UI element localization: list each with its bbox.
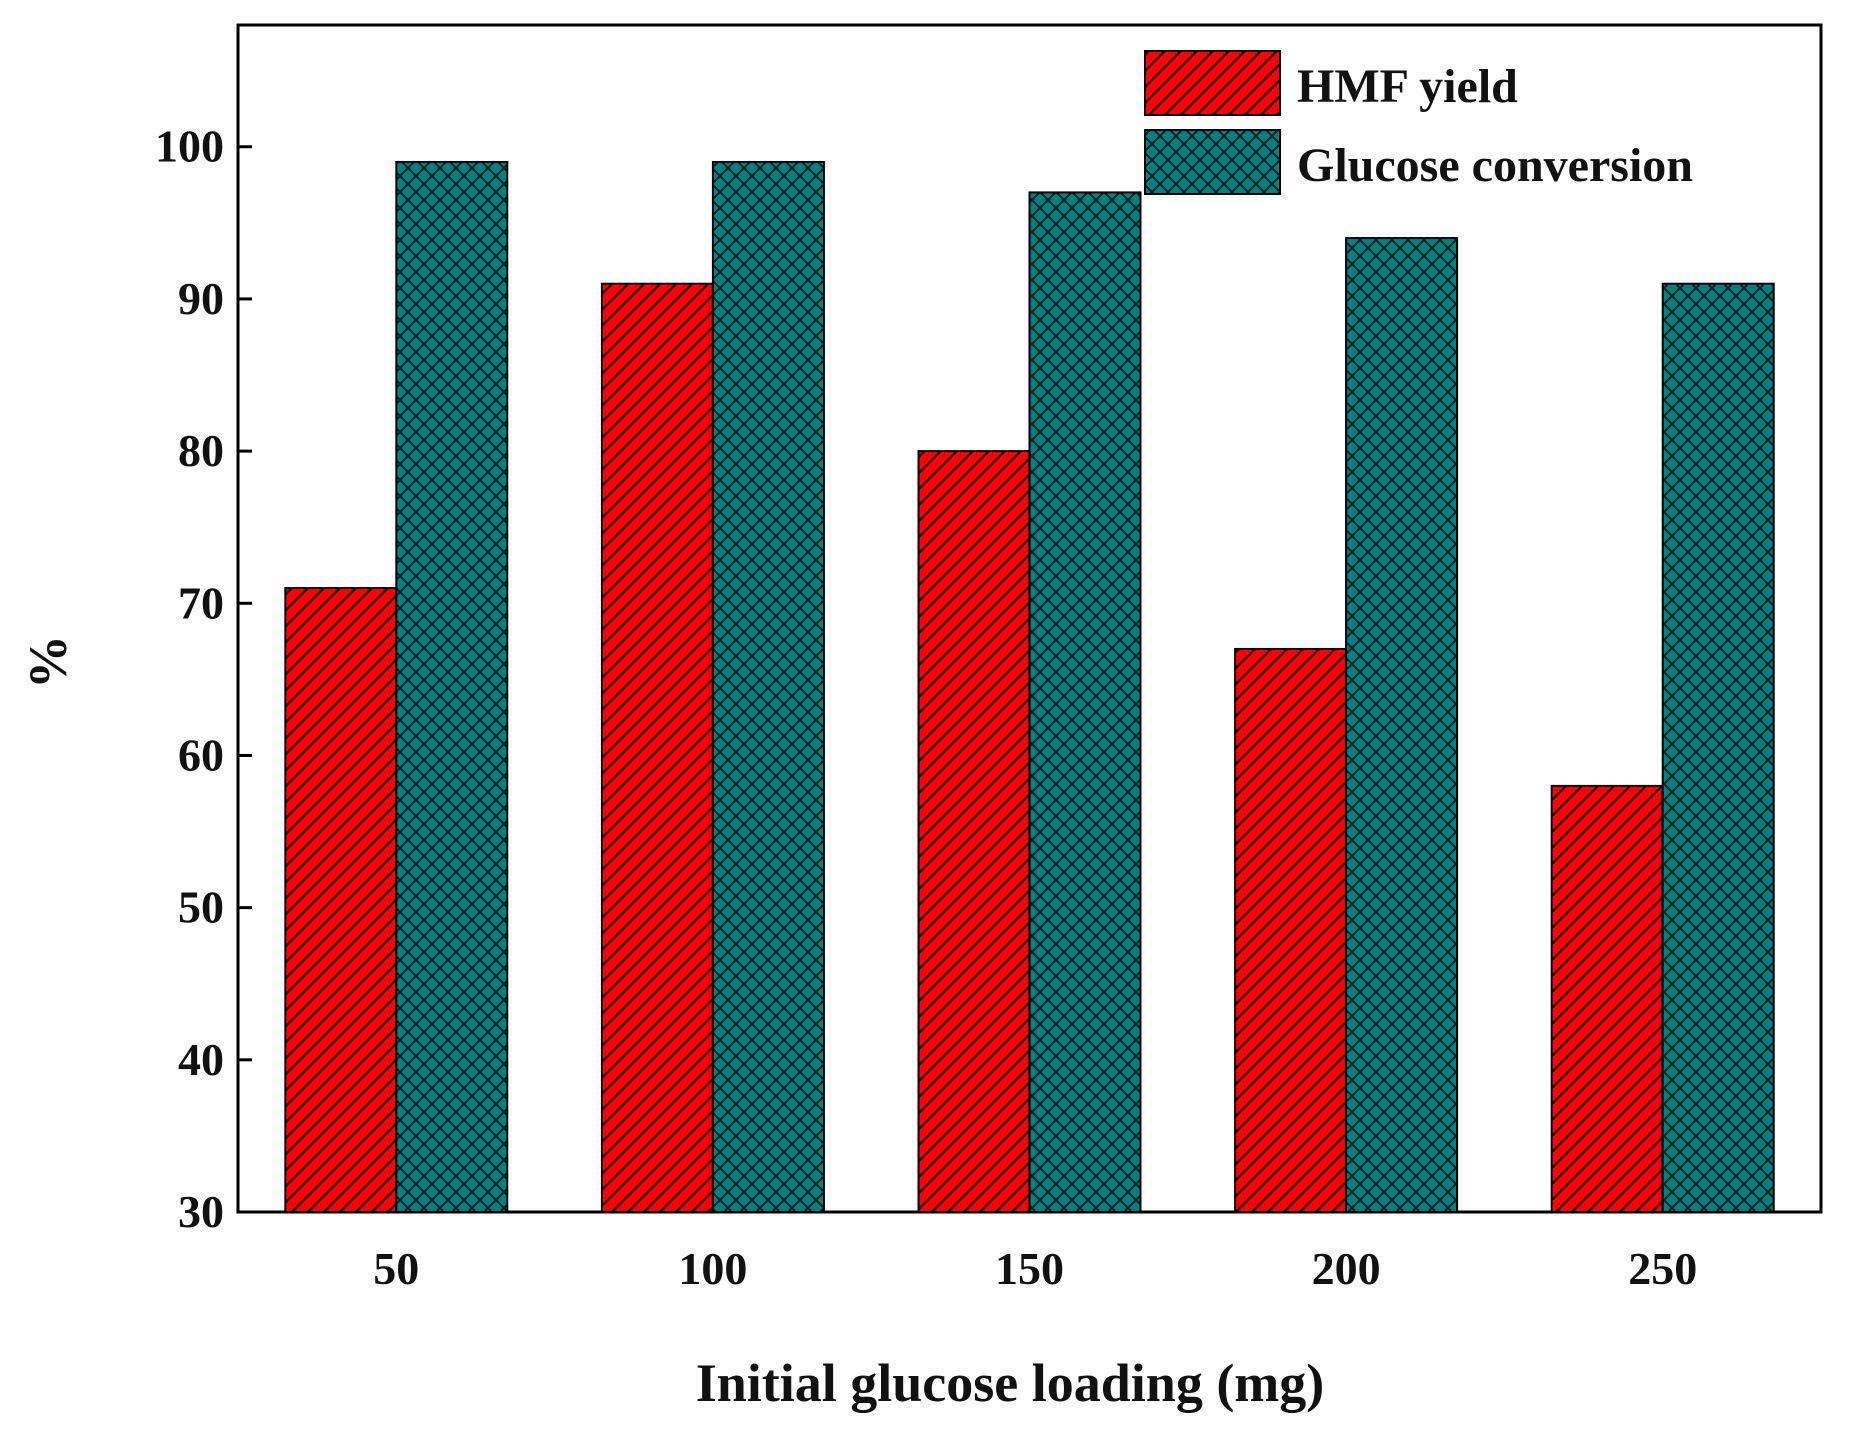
bars [284, 160, 1775, 1214]
y-tick-label: 60 [178, 729, 224, 780]
legend-swatch-glucose-conversion [1144, 129, 1281, 195]
y-tick-label: 100 [155, 121, 224, 172]
y-tick-label: 70 [178, 577, 224, 628]
bar-glucose-conversion-150 [1028, 191, 1142, 1213]
bar-hmf-yield-250 [1550, 784, 1664, 1214]
bar-glucose-conversion-250 [1661, 282, 1775, 1213]
x-axis: 50 100 150 200 250 [373, 1198, 1697, 1294]
legend-label-glucose-conversion: Glucose conversion [1297, 139, 1693, 192]
legend: HMF yield Glucose conversion [1144, 50, 1693, 195]
bar-hmf-yield-150 [917, 450, 1031, 1214]
y-axis: 30 40 50 60 70 80 90 100 [155, 121, 252, 1237]
legend-label-hmf-yield: HMF yield [1297, 60, 1518, 113]
bar-glucose-conversion-200 [1345, 237, 1459, 1214]
x-axis-title: Initial glucose loading (mg) [696, 1353, 1325, 1413]
y-axis-title: % [18, 635, 78, 689]
x-tick-label: 100 [678, 1243, 747, 1294]
bar-hmf-yield-200 [1234, 647, 1348, 1213]
y-tick-label: 50 [178, 882, 224, 933]
bar-glucose-conversion-100 [711, 160, 825, 1213]
bar-glucose-conversion-50 [395, 160, 509, 1213]
y-tick-label: 30 [178, 1186, 224, 1237]
bar-hmf-yield-100 [600, 282, 714, 1213]
y-tick-label: 80 [178, 425, 224, 476]
y-tick-label: 90 [178, 273, 224, 324]
x-tick-label: 200 [1312, 1243, 1381, 1294]
x-tick-label: 150 [995, 1243, 1064, 1294]
bar-hmf-yield-50 [284, 587, 398, 1213]
x-tick-label: 50 [373, 1243, 419, 1294]
y-tick-label: 40 [178, 1034, 224, 1085]
legend-swatch-hmf-yield [1144, 50, 1281, 116]
x-tick-label: 250 [1628, 1243, 1697, 1294]
